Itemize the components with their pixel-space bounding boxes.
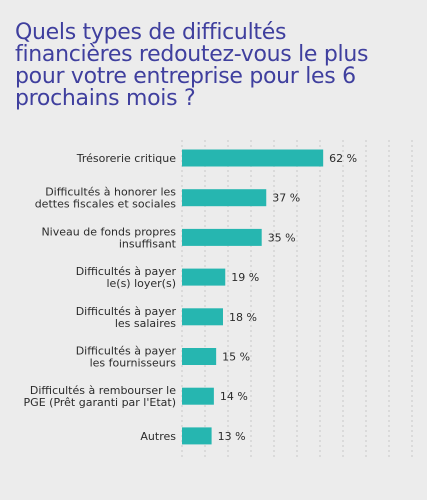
category-label-line: Difficultés à payer — [76, 305, 177, 318]
gridlines — [181, 140, 413, 460]
category-label: Difficultés à payer les salaires — [76, 305, 177, 330]
category-label: Autres — [140, 430, 176, 443]
category-label-line: Trésorerie critique — [76, 152, 176, 165]
bar — [182, 228, 262, 246]
value-label: 18 % — [229, 311, 257, 324]
category-label-line: les fournisseurs — [90, 357, 177, 370]
value-label: 15 % — [222, 351, 250, 364]
value-label: 35 % — [268, 231, 296, 244]
chart-title-line: prochains mois ? — [15, 86, 196, 111]
bars — [182, 149, 324, 445]
bar — [182, 387, 214, 405]
category-label-line: Difficultés à payer — [76, 265, 177, 278]
category-label-line: insuffisant — [119, 237, 177, 250]
category-label: Difficultés à payer le(s) loyer(s) — [76, 265, 177, 290]
bar — [182, 308, 223, 326]
category-label: Difficultés à rembourser le PGE (Prêt gar… — [24, 384, 177, 409]
value-label: 37 % — [272, 192, 300, 205]
category-label-line: dettes fiscales et sociales — [35, 198, 177, 211]
category-label-line: Autres — [140, 430, 176, 443]
value-label: 13 % — [218, 430, 246, 443]
value-labels: 62 % 37 % 35 % 19 % 18 % 15 % 14 % 13 % — [218, 152, 358, 443]
category-label-line: Niveau de fonds propres — [41, 225, 176, 238]
category-label-line: le(s) loyer(s) — [106, 277, 176, 290]
category-label: Niveau de fonds propres insuffisant — [41, 225, 176, 250]
chart-title-line: Quels types de difficultés — [15, 20, 287, 45]
chart-title-line: financières redoutez-vous le plus — [15, 42, 369, 67]
category-label: Difficultés à honorer les dettes fiscales… — [35, 186, 177, 211]
category-label-line: Difficultés à honorer les — [45, 186, 176, 199]
category-labels: Trésorerie critique Difficultés à honorer… — [24, 152, 177, 443]
chart-title: Quels types de difficultés financières r… — [15, 22, 415, 110]
category-label: Trésorerie critique — [76, 152, 176, 165]
bar — [182, 149, 324, 167]
category-label-line: les salaires — [115, 317, 176, 330]
bar — [182, 427, 212, 445]
value-label: 19 % — [231, 271, 259, 284]
category-label-line: Difficultés à rembourser le — [30, 384, 176, 397]
bar — [182, 348, 217, 365]
value-label: 62 % — [329, 152, 357, 165]
chart-title-line: pour votre entreprise pour les 6 — [15, 64, 356, 89]
category-label: Difficultés à payer les fournisseurs — [76, 345, 177, 370]
category-label-line: PGE (Prêt garanti par l'Etat) — [24, 396, 176, 409]
bar — [182, 268, 226, 286]
value-label: 14 % — [220, 390, 248, 403]
category-label-line: Difficultés à payer — [76, 345, 177, 358]
bar — [182, 189, 267, 207]
